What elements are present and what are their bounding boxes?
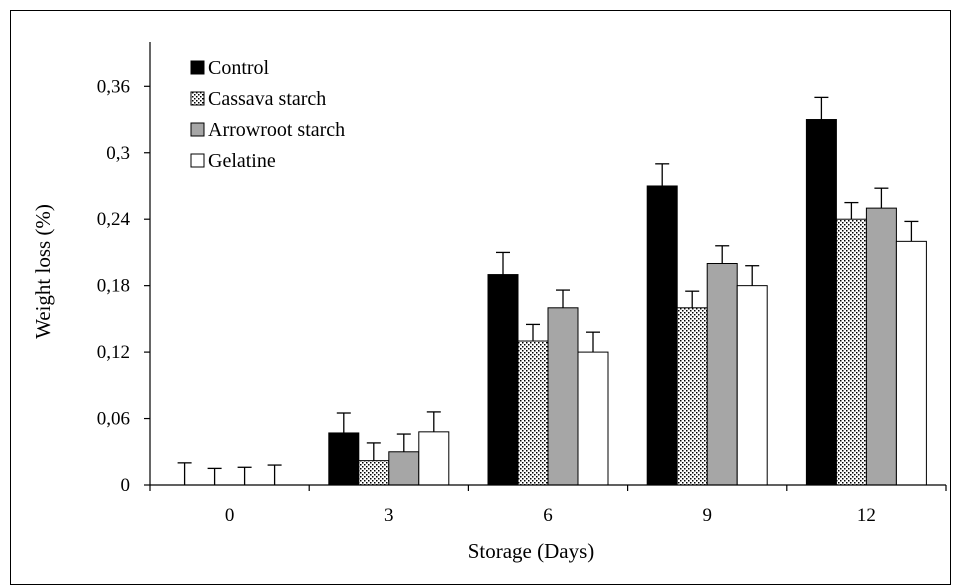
bar-arrowroot-starch: [547, 307, 579, 486]
legend-swatch: [190, 91, 205, 106]
legend-label: Gelatine: [208, 150, 276, 172]
y-axis-title: Weight loss (%): [31, 204, 55, 339]
bar-control: [646, 185, 678, 486]
x-tick-label: 0: [225, 505, 235, 526]
bar-arrowroot-starch: [706, 263, 738, 486]
legend-label: Arrowroot starch: [208, 119, 345, 141]
bar-gelatine: [418, 431, 450, 486]
x-tick-label: 3: [384, 505, 394, 526]
bar-control: [328, 432, 360, 486]
error-bars-layer: [177, 96, 919, 485]
legend: Control Cassava starch Arrowroot starch Gel…: [190, 57, 345, 172]
y-tick-label: 0,3: [106, 143, 130, 164]
x-axis-title: Storage (Days): [468, 539, 595, 563]
legend-label: Cassava starch: [208, 88, 326, 110]
bar-cassava-starch: [835, 218, 867, 486]
y-ticks: 0 0,06 0,12 0,18 0,24 0,3 0,36: [97, 76, 150, 496]
bar-arrowroot-starch: [865, 207, 897, 486]
y-tick-label: 0,12: [97, 342, 130, 363]
x-tick-label: 12: [857, 505, 876, 526]
legend-swatch: [190, 60, 205, 75]
bar-gelatine: [895, 240, 927, 486]
bar-gelatine: [736, 285, 768, 486]
bar-gelatine: [577, 351, 609, 486]
bar-cassava-starch: [517, 340, 549, 486]
bar-control: [805, 119, 837, 486]
y-tick-label: 0: [121, 475, 131, 496]
bar-cassava-starch: [676, 307, 708, 486]
bars-layer: [328, 119, 927, 486]
legend-swatch: [190, 153, 205, 168]
chart-frame: [10, 10, 951, 585]
axes-layer: [149, 42, 946, 486]
y-tick-label: 0,06: [97, 409, 130, 430]
legend-label: Control: [208, 57, 270, 79]
x-tick-label: 6: [543, 505, 553, 526]
bar-cassava-starch: [358, 460, 390, 486]
bar-control: [487, 274, 519, 486]
x-tick-label: 9: [702, 505, 712, 526]
y-tick-label: 0,36: [97, 76, 130, 97]
bar-arrowroot-starch: [388, 451, 420, 486]
legend-swatch: [190, 122, 205, 137]
x-ticks: 0 3 6 9 12: [149, 485, 947, 526]
y-tick-label: 0,18: [97, 276, 130, 297]
y-tick-label: 0,24: [97, 209, 131, 230]
